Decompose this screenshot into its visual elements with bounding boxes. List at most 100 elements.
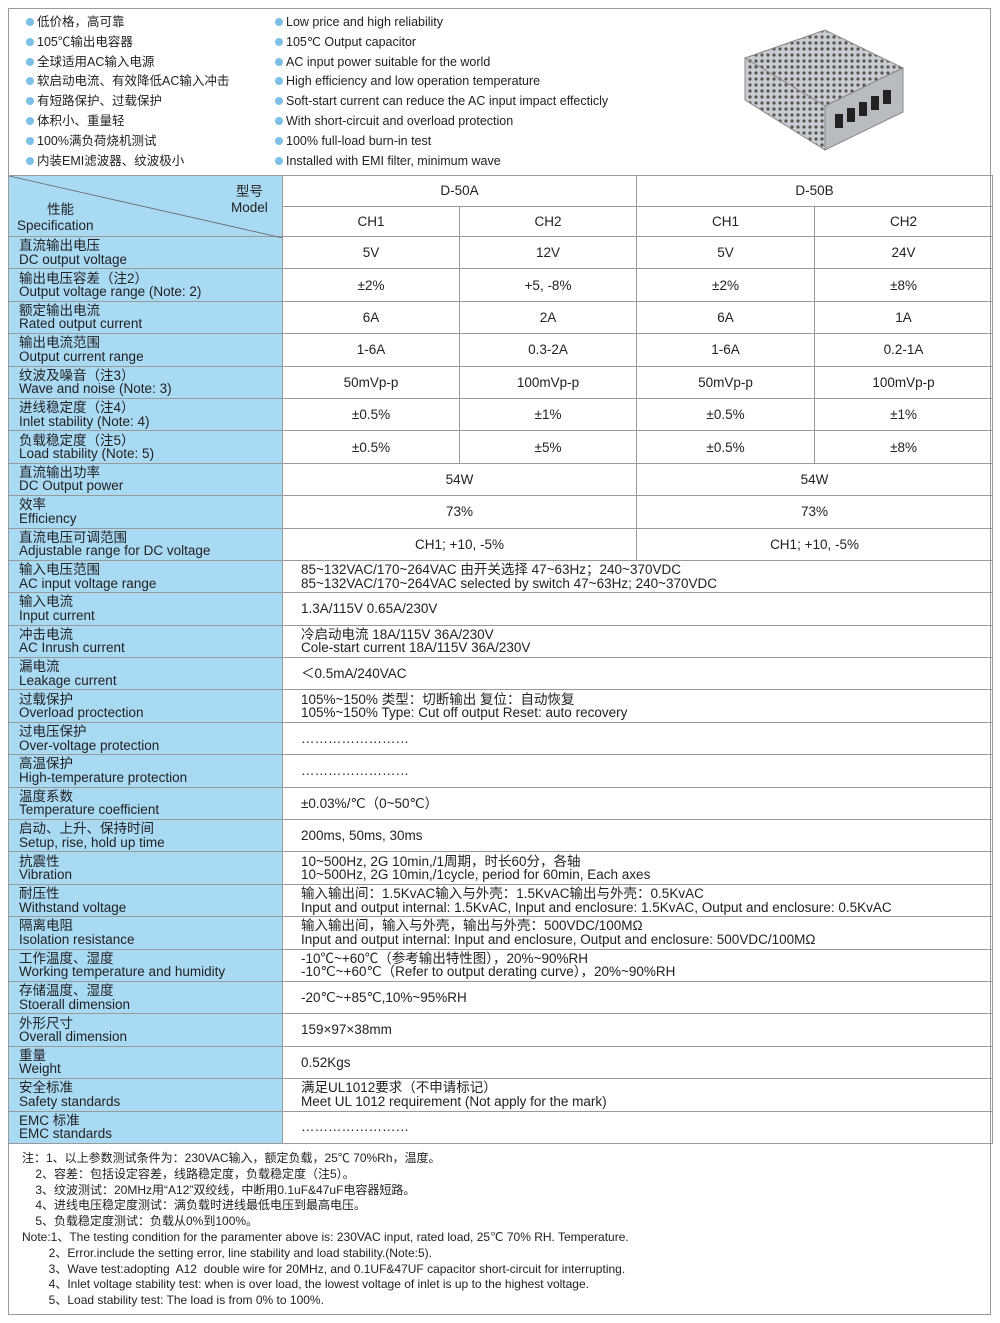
row-label-cn: 额定输出电流 [19,302,100,318]
model-label-cn: 型号 [235,184,263,199]
feature-item: 体积小、重量轻 [26,112,229,132]
row-label-en: Overload proctection [19,705,144,721]
row-label: 抗震性 Vibration [8,851,283,885]
value-line: …………………… [301,763,409,779]
table-row: 输出电流范围 Output current range 1-6A 0.3-2A 1-6A… [8,333,994,367]
value-cell: 0.3-2A [458,333,638,367]
value-line: Input and output internal: 1.5KvAC, Inpu… [301,899,892,915]
feature-text: 内装EMI滤波器、纹波极小 [37,153,185,168]
value-cell: 105%~150% 类型：切断输出 复位：自动恢复 105%~150% Type:… [281,689,994,723]
value-cell: …………………… [281,1110,994,1144]
row-label-cn: 输出电压容差（注2） [19,270,149,286]
channel-header: CH1 [636,205,816,237]
value-cell: 冷启动电流 18A/115V 36A/230V Cole-start curren… [281,624,994,659]
bullet-icon [275,116,283,125]
bullet-icon [26,97,34,106]
row-label-en: Overall dimension [19,1029,128,1045]
value-cell: …………………… [281,754,994,788]
value-line: -10℃~+60℃（参考输出特性图），20%~90%RH [301,950,588,966]
spec-label-en: Specification [17,218,94,233]
bullet-icon [275,77,283,86]
row-label: 温度系数 Temperature coefficient [8,786,283,821]
table-row: 外形尺寸 Overall dimension 159×97×38mm [8,1013,994,1047]
value-line: …………………… [301,730,409,746]
features-cn-list: 低价格，高可靠 105℃输出电容器 全球适用AC输入电源 软启动电流、有效降低AC输入… [26,13,229,171]
value-cell: ±8% [814,430,994,464]
value-line: 输入输出间，输入与外壳，输出与外壳：500VDC/100MΩ [301,918,643,934]
row-label-cn: 效率 [19,497,46,513]
value-cell: 1-6A [282,333,460,367]
feature-item: 105℃ Output capacitor [275,33,608,53]
value-cell: 1-6A [636,333,816,367]
value-line: 冷启动电流 18A/115V 36A/230V [301,626,494,642]
bullet-icon [26,37,34,46]
feature-text: 105℃输出电容器 [37,34,133,49]
note-line: 4、Inlet voltage stability test: when is … [22,1277,589,1292]
table-row: 漏电流 Leakage current ＜0.5mA/240VAC [8,657,994,691]
bullet-icon [26,18,34,26]
value-cell: ±2% [282,268,460,302]
note-line: 4、进线电压稳定度测试：满负载时进线最低电压到最高电压。 [22,1198,367,1213]
row-label-cn: 过载保护 [19,691,73,707]
table-row: 高温保护 High-temperature protection …………………… [8,754,994,788]
value-cell: 159×97×38mm [281,1013,994,1047]
value-cell: 5V [282,235,460,270]
value-cell: 1A [814,300,994,335]
row-label: 启动、上升、保持时间 Setup, rise, hold up time [8,819,283,853]
row-label-en: Weight [19,1061,61,1077]
notes: 注：1、以上参数测试条件为：230VAC输入，额定负载，25℃ 70%Rh，温度… [22,1151,629,1309]
row-label: 安全标准 Safety standards [8,1078,283,1112]
feature-item: AC input power suitable for the world [275,53,608,73]
row-label-cn: 抗震性 [19,853,60,869]
table-row: 冲击电流 AC Inrush current 冷启动电流 18A/115V 36A/… [8,624,994,659]
feature-text: 低价格，高可靠 [37,15,125,29]
value-cell: 满足UL1012要求（不申请标记） Meet UL 1012 requiremen… [281,1078,994,1112]
spec-label-cn: 性能 [47,202,74,217]
model-d50b: D-50B [636,175,994,207]
value-cell: CH1; +10, -5% [636,527,994,561]
row-label-cn: 纹波及噪音（注3） [19,367,135,383]
row-label-en: Temperature coefficient [19,802,160,818]
value-cell: CH1; +10, -5% [281,527,638,561]
feature-item: 内装EMI滤波器、纹波极小 [26,152,229,172]
note-line: Note:1、The testing condition for the par… [22,1229,629,1244]
feature-item: Soft-start current can reduce the AC inp… [275,92,608,112]
bullet-icon [275,97,283,106]
table-row: 启动、上升、保持时间 Setup, rise, hold up time 200ms… [8,819,994,853]
value-cell: 0.2-1A [814,333,994,367]
feature-text: AC input power suitable for the world [286,54,491,69]
row-label-en: Stoerall dimension [19,996,131,1012]
feature-text: High efficiency and low operation temper… [286,74,541,89]
row-label-cn: 进线稳定度（注4） [19,400,135,416]
row-label-cn: 负载稳定度（注5） [19,432,135,448]
value-cell: ±2% [636,268,816,302]
value-cell: 85~132VAC/170~264VAC 由开关选择 47~63Hz；240~3… [281,559,994,594]
value-cell: -20℃~+85℃,10%~95%RH [281,980,994,1015]
table-row: 输入电压范围 AC input voltage range 85~132VAC/17… [8,559,994,594]
value-cell: 12V [458,235,638,270]
note-line: 5、负载稳定度测试：负载从0%到100%。 [22,1214,259,1229]
row-label-en: Wave and noise (Note: 3) [19,381,172,397]
row-label-cn: 直流电压可调范围 [19,529,127,545]
value-cell: 100mVp-p [814,365,994,399]
row-label: 效率 Efficiency [8,495,283,529]
feature-item: 低价格，高可靠 [26,13,229,33]
row-label-en: Withstand voltage [19,899,127,915]
row-label: 耐压性 Withstand voltage [8,883,283,918]
table-row: 直流输出功率 DC Output power 54W 54W [8,462,994,497]
feature-text: 软启动电流、有效降低AC输入冲击 [37,74,230,89]
row-label: 直流输出功率 DC Output power [8,462,283,497]
row-label: 进线稳定度（注4） Inlet stability (Note: 4) [8,397,283,432]
bullet-icon [26,156,34,165]
value-line: 输入输出间：1.5KvAC输入与外壳：1.5KvAC输出与外壳：0.5KvAC [301,886,704,901]
table-row: 直流输出电压 DC output voltage 5V 12V 5V 24V [8,235,994,270]
value-cell: …………………… [281,721,994,756]
table-row: 温度系数 Temperature coefficient ±0.03%/℃（0~50… [8,786,994,821]
feature-item: With short-circuit and overload protecti… [275,112,608,132]
feature-item: High efficiency and low operation temper… [275,72,608,92]
row-label-cn: 重量 [19,1047,46,1063]
note-line: 2、Error.include the setting error, line … [22,1245,432,1260]
value-cell: 1.3A/115V 0.65A/230V [281,592,994,626]
value-line: ±0.03%/℃（0~50℃） [301,795,439,811]
note-line: 注：1、以上参数测试条件为：230VAC输入，额定负载，25℃ 70%Rh，温度… [22,1151,441,1165]
